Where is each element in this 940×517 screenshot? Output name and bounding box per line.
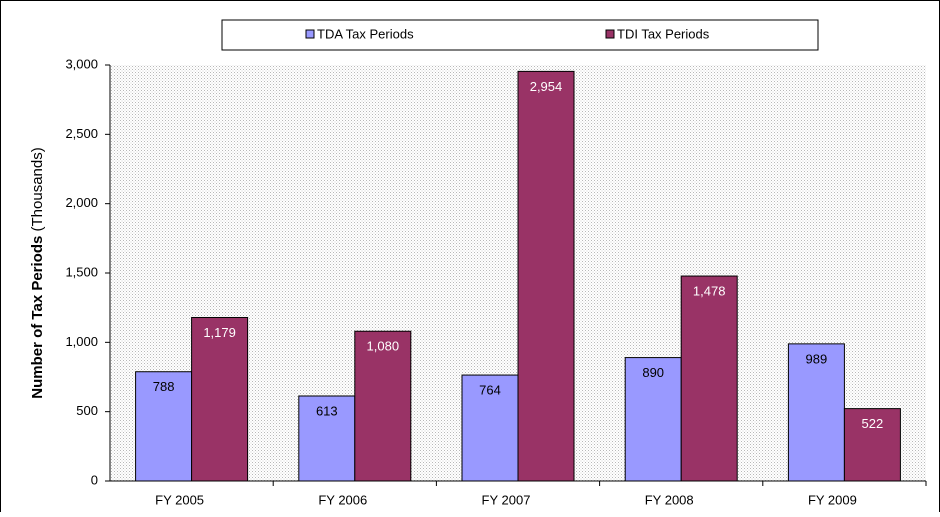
value-label: 788 (153, 379, 175, 394)
legend-label: TDI Tax Periods (617, 26, 710, 41)
y-tick-label: 1,500 (65, 264, 98, 279)
legend-swatch (305, 29, 315, 39)
legend-swatch (605, 29, 615, 39)
bar (624, 357, 682, 482)
x-tick-label: FY 2007 (482, 492, 531, 507)
x-tick-label: FY 2008 (645, 492, 694, 507)
y-tick-label: 500 (76, 403, 98, 418)
value-label: 1,179 (203, 325, 236, 340)
bar (354, 330, 412, 482)
bar (517, 70, 575, 482)
value-label: 2,954 (530, 79, 563, 94)
value-label: 890 (642, 365, 664, 380)
bar (191, 317, 249, 482)
bar (843, 408, 901, 482)
x-tick-label: FY 2009 (808, 492, 857, 507)
bar (680, 275, 738, 482)
value-label: 1,080 (367, 339, 400, 354)
y-tick-label: 2,000 (65, 195, 98, 210)
bar (461, 374, 519, 482)
value-label: 764 (479, 382, 501, 397)
y-axis-title: Number of Tax Periods (29, 236, 46, 399)
value-label: 1,478 (693, 283, 726, 298)
y-tick-label: 3,000 (65, 56, 98, 71)
x-tick-label: FY 2006 (318, 492, 367, 507)
value-label: 989 (806, 351, 828, 366)
legend-label: TDA Tax Periods (317, 26, 414, 41)
x-tick-label: FY 2005 (155, 492, 204, 507)
y-tick-label: 0 (91, 472, 98, 487)
y-tick-label: 2,500 (65, 126, 98, 141)
bar (298, 395, 356, 482)
value-label: 522 (862, 416, 884, 431)
value-label: 613 (316, 403, 338, 418)
legend (221, 19, 819, 51)
y-tick-label: 1,000 (65, 334, 98, 349)
y-axis-label: Number of Tax Periods (Thousands) (29, 147, 46, 398)
y-axis-unit: (Thousands) (29, 147, 46, 231)
